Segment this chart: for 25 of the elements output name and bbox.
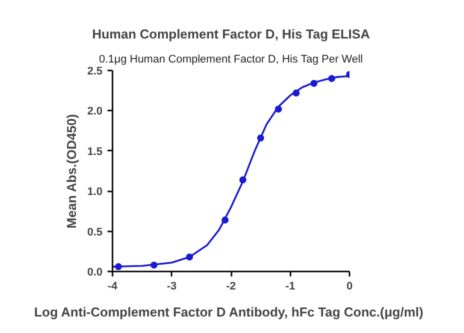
x-tick-label: -3	[166, 280, 177, 292]
x-axis-title: Log Anti-Complement Factor D Antibody, hFc Tag Conc.(μg/ml)	[34, 304, 424, 320]
y-tick-label: 2.0	[87, 106, 103, 118]
chart-subtitle: 0.1μg Human Complement Factor D, His Tag Per Well	[98, 54, 363, 66]
point	[292, 90, 300, 97]
point	[222, 216, 229, 224]
y-tick-label: 0.5	[87, 226, 103, 238]
point	[114, 263, 122, 270]
x-tick-label: -4	[108, 280, 118, 292]
point	[239, 176, 246, 184]
y-axis-title: Mean Abs.(OD450)	[64, 114, 80, 228]
y-tick-label: 1.0	[87, 186, 103, 198]
point	[310, 80, 318, 87]
point	[186, 254, 194, 261]
point	[274, 106, 282, 113]
y-tick-label: 1.5	[87, 146, 103, 158]
point	[257, 134, 264, 142]
x-tick-label: -2	[226, 280, 236, 292]
point	[328, 75, 336, 82]
point	[150, 262, 158, 269]
chart-title: Human Complement Factor D, His Tag ELISA	[92, 26, 371, 42]
x-tick-label: 0	[346, 280, 353, 292]
x-tick-label: -1	[285, 280, 296, 292]
y-tick-label: 0.0	[87, 266, 103, 278]
y-tick-label: 2.5	[87, 66, 103, 78]
